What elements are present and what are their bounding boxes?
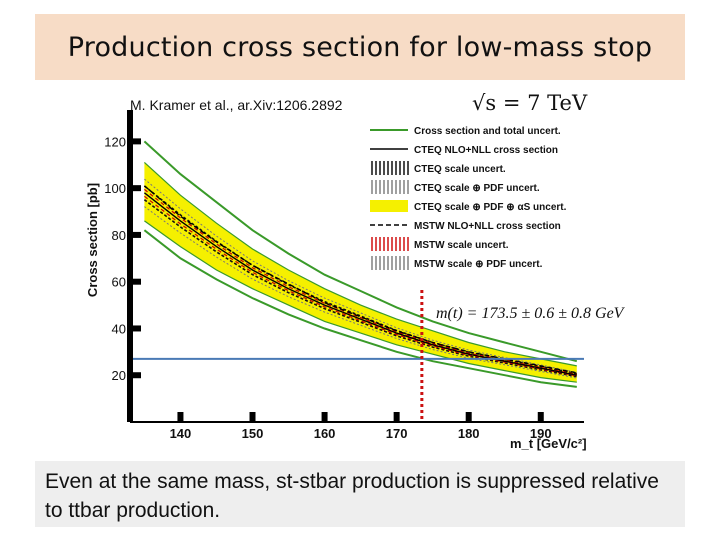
legend-label: MSTW scale ⊕ PDF uncert. xyxy=(414,259,543,270)
x-tick-label: 180 xyxy=(458,426,480,441)
legend-label: CTEQ scale ⊕ PDF uncert. xyxy=(414,183,540,194)
slide-title-box: Production cross section for low-mass st… xyxy=(35,14,685,80)
y-tick-label: 120 xyxy=(104,134,126,149)
citation-text: M. Kramer et al., ar.Xiv:1206.2892 xyxy=(130,97,343,113)
y-tick-label: 60 xyxy=(112,275,126,290)
legend-label: CTEQ scale ⊕ PDF ⊕ αS uncert. xyxy=(414,202,567,213)
y-tick xyxy=(133,138,141,145)
series-line-0 xyxy=(143,140,578,363)
plot-canvas xyxy=(72,80,640,460)
series-line-4 xyxy=(144,220,577,383)
legend-label: Cross section and total uncert. xyxy=(414,126,561,137)
legend-label: CTEQ scale uncert. xyxy=(414,164,506,175)
legend-label: CTEQ NLO+NLL cross section xyxy=(414,145,558,156)
x-tick-label: 170 xyxy=(386,426,408,441)
y-tick xyxy=(133,231,141,238)
hatch-curve-2 xyxy=(144,195,577,377)
x-tick-label: 150 xyxy=(242,426,264,441)
y-tick-label: 80 xyxy=(112,228,126,243)
y-tick-label: 20 xyxy=(112,368,126,383)
x-axis-label: m_t [GeV/c²] xyxy=(510,436,587,451)
y-tick-label: 40 xyxy=(112,321,126,336)
y-tick xyxy=(133,372,141,379)
x-tick xyxy=(177,412,184,422)
y-tick xyxy=(133,185,141,192)
legend-label: MSTW scale uncert. xyxy=(414,240,509,251)
hatch-curve-3 xyxy=(144,188,577,376)
x-tick xyxy=(465,412,472,422)
y-axis-label: Cross section [pb] xyxy=(85,183,100,297)
y-tick xyxy=(133,325,141,332)
hatch-curve-4 xyxy=(144,206,577,379)
energy-label: √s = 7 TeV xyxy=(472,91,588,115)
x-tick xyxy=(537,412,544,422)
x-tick xyxy=(393,412,400,422)
y-tick xyxy=(133,278,141,285)
top-mass-annotation: m(t) = 173.5 ± 0.6 ± 0.8 GeV xyxy=(436,305,626,322)
legend-swatch xyxy=(370,200,408,212)
series-line-5 xyxy=(143,229,577,388)
slide-caption: Even at the same mass, st-stbar producti… xyxy=(45,470,659,522)
x-tick-label: 190 xyxy=(530,426,552,441)
series-line-1 xyxy=(143,161,577,367)
x-tick-label: 160 xyxy=(314,426,336,441)
x-tick xyxy=(321,412,328,422)
slide-title: Production cross section for low-mass st… xyxy=(67,31,653,63)
x-tick-label: 140 xyxy=(170,426,192,441)
legend-label: MSTW NLO+NLL cross section xyxy=(414,221,561,232)
x-tick xyxy=(249,412,256,422)
y-tick-label: 100 xyxy=(104,181,126,196)
uncertainty-band xyxy=(144,162,577,383)
series-line-2 xyxy=(143,192,577,376)
caption-box: Even at the same mass, st-stbar producti… xyxy=(35,461,685,527)
